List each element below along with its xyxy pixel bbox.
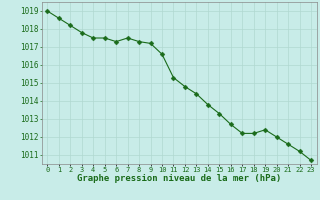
X-axis label: Graphe pression niveau de la mer (hPa): Graphe pression niveau de la mer (hPa): [77, 174, 281, 183]
